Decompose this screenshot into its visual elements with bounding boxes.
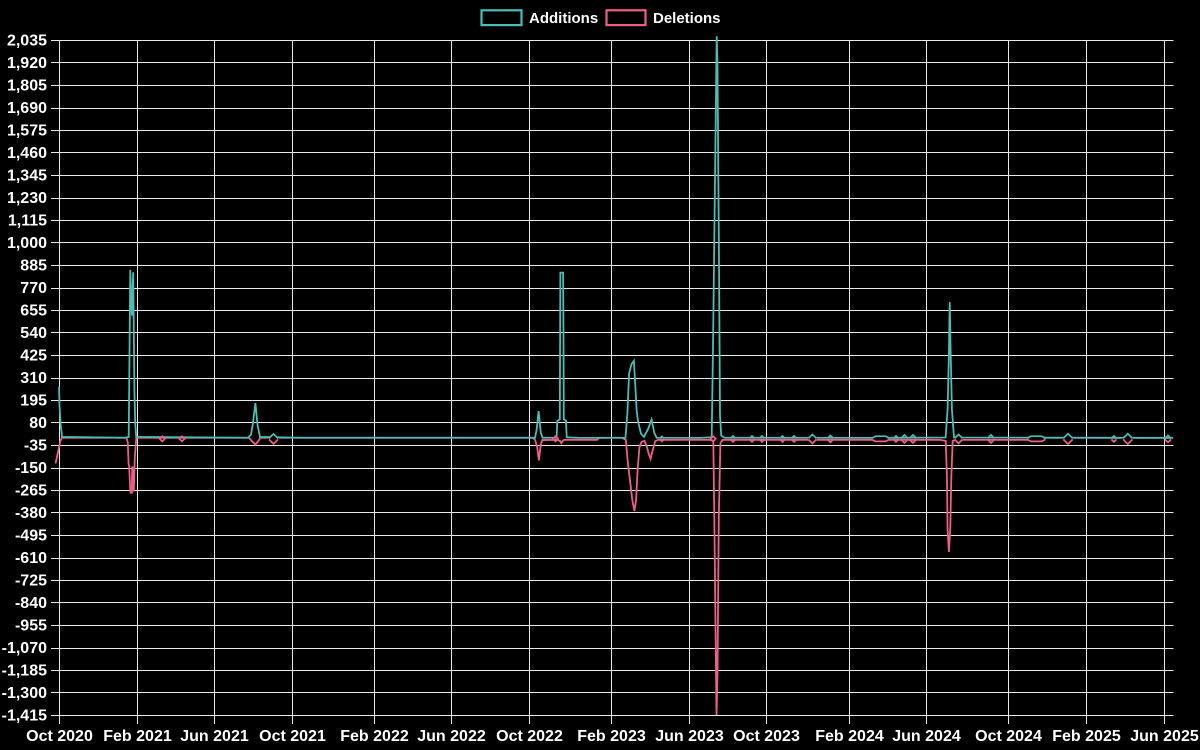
svg-text:310: 310 (20, 370, 47, 387)
svg-text:1,575: 1,575 (7, 123, 47, 140)
svg-text:Jun 2024: Jun 2024 (892, 728, 961, 745)
svg-text:Feb 2021: Feb 2021 (103, 728, 172, 745)
svg-text:540: 540 (20, 325, 47, 342)
svg-text:-1,070: -1,070 (2, 640, 47, 657)
svg-text:-150: -150 (15, 460, 47, 477)
svg-text:1,000: 1,000 (7, 235, 47, 252)
svg-text:1,230: 1,230 (7, 190, 47, 207)
svg-text:-265: -265 (15, 483, 47, 500)
svg-text:655: 655 (20, 303, 47, 320)
svg-text:Feb 2024: Feb 2024 (815, 728, 884, 745)
svg-text:Oct 2021: Oct 2021 (259, 728, 326, 745)
svg-text:Jun 2022: Jun 2022 (417, 728, 486, 745)
svg-text:Jun 2023: Jun 2023 (655, 728, 724, 745)
svg-text:770: 770 (20, 280, 47, 297)
svg-text:-610: -610 (15, 550, 47, 567)
svg-text:Oct 2024: Oct 2024 (975, 728, 1042, 745)
svg-text:-1,415: -1,415 (2, 708, 47, 725)
svg-text:1,920: 1,920 (7, 55, 47, 72)
svg-text:1,115: 1,115 (8, 213, 47, 230)
svg-text:Feb 2023: Feb 2023 (577, 728, 646, 745)
svg-text:Jun 2025: Jun 2025 (1130, 728, 1199, 745)
svg-text:Jun 2021: Jun 2021 (180, 728, 249, 745)
svg-text:-1,300: -1,300 (2, 685, 47, 702)
svg-text:-840: -840 (15, 595, 47, 612)
svg-text:1,460: 1,460 (7, 145, 47, 162)
svg-text:2,035: 2,035 (7, 33, 47, 50)
svg-text:Feb 2022: Feb 2022 (340, 728, 409, 745)
svg-text:425: 425 (20, 348, 47, 365)
svg-text:-495: -495 (15, 528, 47, 545)
svg-text:-1,185: -1,185 (2, 663, 47, 680)
svg-text:1,690: 1,690 (7, 100, 47, 117)
svg-text:-725: -725 (15, 573, 47, 590)
svg-text:1,345: 1,345 (7, 168, 47, 185)
svg-text:Oct 2020: Oct 2020 (26, 728, 93, 745)
svg-text:1,805: 1,805 (7, 78, 47, 95)
svg-text:80: 80 (29, 415, 47, 432)
svg-text:-35: -35 (24, 438, 47, 455)
svg-text:Deletions: Deletions (653, 10, 721, 27)
svg-text:885: 885 (20, 258, 47, 275)
svg-text:Additions: Additions (529, 10, 598, 27)
svg-text:-955: -955 (15, 618, 47, 635)
svg-text:-380: -380 (15, 505, 47, 522)
svg-text:Oct 2022: Oct 2022 (496, 728, 563, 745)
svg-text:195: 195 (20, 393, 47, 410)
svg-text:Feb 2025: Feb 2025 (1052, 728, 1121, 745)
svg-text:Oct 2023: Oct 2023 (733, 728, 800, 745)
